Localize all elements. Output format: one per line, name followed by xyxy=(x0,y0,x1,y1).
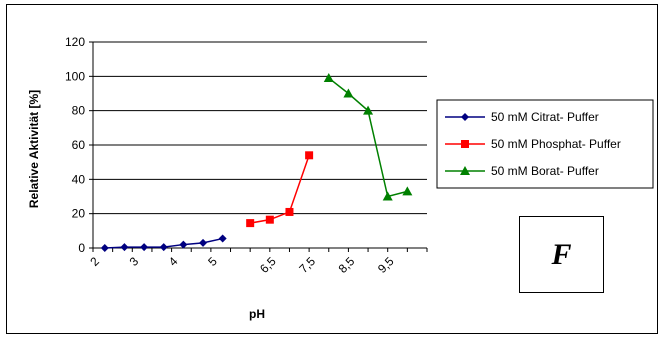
panel-label-text: F xyxy=(551,237,572,271)
data-point xyxy=(218,234,227,243)
series-triangle xyxy=(323,73,413,201)
x-tick-label: 6,5 xyxy=(257,254,279,276)
x-axis-title: pH xyxy=(249,307,265,321)
data-point xyxy=(460,166,470,175)
y-ticks: 0 20 40 60 80 100 120 xyxy=(65,35,85,255)
data-point xyxy=(140,243,149,252)
panel-label: F xyxy=(519,216,604,293)
data-point xyxy=(199,238,208,247)
x-tick-label: 5 xyxy=(205,254,220,269)
x-tick-label: 3 xyxy=(127,254,142,269)
data-point xyxy=(285,207,294,216)
legend: 50 mM Citrat- Puffer 50 mM Phosphat- Puff… xyxy=(436,99,654,189)
x-ticks: 2 3 4 5 6,5 7,5 8,5 9,5 xyxy=(87,254,397,276)
data-point xyxy=(402,186,413,196)
legend-label: 50 mM Borat- Puffer xyxy=(491,164,599,178)
y-tick-label: 80 xyxy=(72,104,86,118)
series-diamond xyxy=(100,234,227,252)
data-point xyxy=(382,191,393,201)
data-point xyxy=(363,105,374,115)
legend-entry: 50 mM Citrat- Puffer xyxy=(445,110,599,124)
series xyxy=(100,73,413,252)
axes xyxy=(89,41,428,252)
x-tick-label: 4 xyxy=(166,254,181,269)
data-point xyxy=(343,88,354,98)
y-tick-label: 60 xyxy=(72,138,86,152)
data-point xyxy=(305,151,314,160)
data-point xyxy=(120,243,129,252)
x-tick-label: 2 xyxy=(87,254,102,269)
grid xyxy=(93,41,427,215)
data-point xyxy=(461,113,469,121)
data-point xyxy=(323,73,334,83)
x-tick-label: 9,5 xyxy=(375,254,397,276)
legend-entry: 50 mM Phosphat- Puffer xyxy=(445,137,621,151)
y-tick-label: 120 xyxy=(65,35,85,49)
legend-entry: 50 mM Borat- Puffer xyxy=(445,164,599,178)
x-tick-label: 7,5 xyxy=(296,254,318,276)
y-tick-label: 0 xyxy=(78,241,85,255)
series-line xyxy=(328,77,408,198)
y-tick-label: 20 xyxy=(72,207,86,221)
data-point xyxy=(179,240,188,249)
series-line xyxy=(250,155,310,224)
legend-label: 50 mM Phosphat- Puffer xyxy=(491,137,621,151)
series-square xyxy=(246,151,314,228)
y-tick-label: 40 xyxy=(72,172,86,186)
y-axis-title: Relative Aktivität [%] xyxy=(27,90,41,208)
data-point xyxy=(265,215,274,224)
data-point xyxy=(461,140,469,148)
data-point xyxy=(246,219,255,228)
data-point xyxy=(100,244,109,252)
x-tick-label: 8,5 xyxy=(336,254,358,276)
y-tick-label: 100 xyxy=(65,69,85,83)
data-point xyxy=(159,243,168,252)
legend-label: 50 mM Citrat- Puffer xyxy=(491,110,599,124)
